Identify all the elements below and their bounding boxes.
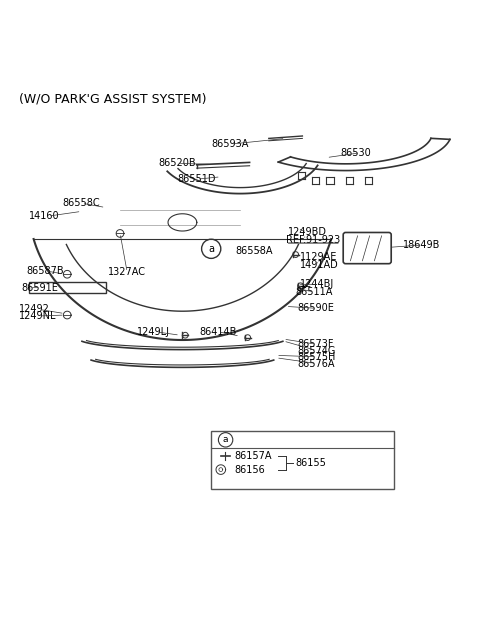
- Text: 18649B: 18649B: [403, 240, 441, 250]
- Text: REF.91-923: REF.91-923: [286, 235, 340, 245]
- Text: 1249BD: 1249BD: [288, 227, 327, 237]
- Text: 86587B: 86587B: [26, 266, 64, 276]
- Text: 86155: 86155: [295, 458, 326, 468]
- Text: 86576A: 86576A: [298, 358, 335, 368]
- Text: 86558C: 86558C: [62, 198, 100, 208]
- Text: 1327AC: 1327AC: [108, 267, 146, 277]
- Text: 86558A: 86558A: [235, 246, 273, 256]
- Text: 86414B: 86414B: [199, 327, 237, 337]
- FancyBboxPatch shape: [211, 431, 394, 489]
- Text: 1244BJ: 1244BJ: [300, 279, 334, 289]
- Text: 86551D: 86551D: [178, 174, 216, 184]
- Text: 86574G: 86574G: [298, 346, 336, 356]
- Text: 86593A: 86593A: [211, 139, 249, 149]
- Text: 1491AD: 1491AD: [300, 260, 339, 270]
- Text: 1249NL: 1249NL: [19, 311, 57, 321]
- Text: 86575H: 86575H: [298, 352, 336, 362]
- Text: 86573F: 86573F: [298, 339, 334, 349]
- Text: 86590E: 86590E: [298, 303, 335, 313]
- Text: 86530: 86530: [341, 148, 372, 158]
- FancyBboxPatch shape: [29, 283, 106, 293]
- FancyBboxPatch shape: [343, 233, 391, 264]
- Text: 86591E: 86591E: [22, 283, 59, 293]
- Text: 86520B: 86520B: [158, 159, 196, 168]
- Text: a: a: [208, 244, 214, 254]
- Text: 1249LJ: 1249LJ: [137, 327, 170, 337]
- Text: 86156: 86156: [234, 465, 265, 475]
- Text: 12492: 12492: [19, 304, 50, 314]
- Text: 86511A: 86511A: [295, 287, 333, 297]
- Text: 86157A: 86157A: [234, 451, 272, 461]
- Text: (W/O PARK'G ASSIST SYSTEM): (W/O PARK'G ASSIST SYSTEM): [19, 93, 207, 106]
- Text: a: a: [223, 435, 228, 444]
- Text: 14160: 14160: [29, 211, 60, 221]
- Text: 1129AE: 1129AE: [300, 252, 337, 262]
